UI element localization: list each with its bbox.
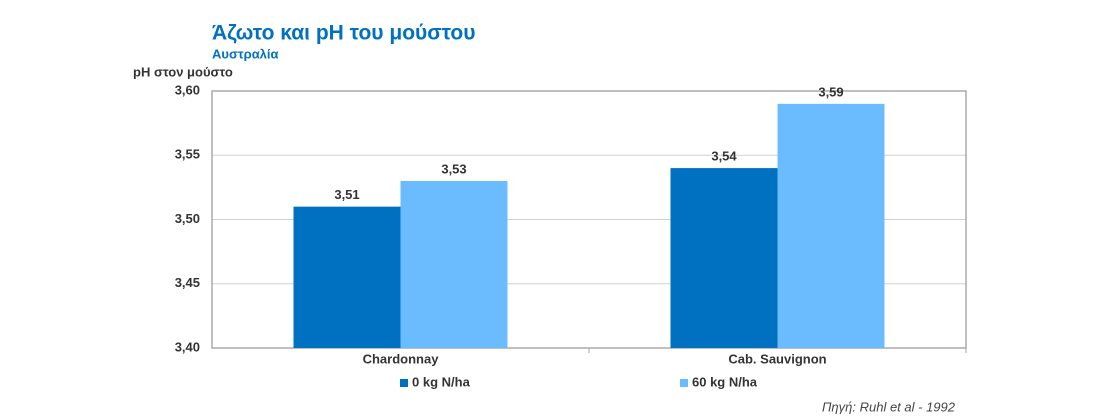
chart-title: Άζωτο και pH του μούστου bbox=[212, 22, 475, 45]
source-note: Πηγή: Ruhl et al - 1992 bbox=[822, 399, 956, 414]
y-axis-label: pH στον μούστο bbox=[133, 64, 233, 79]
y-tick-label: 3,45 bbox=[175, 275, 200, 290]
bar bbox=[293, 206, 401, 348]
y-tick-label: 3,40 bbox=[175, 339, 200, 354]
bar bbox=[777, 103, 885, 348]
value-label: 3,54 bbox=[711, 149, 737, 164]
y-tick-label: 3,60 bbox=[175, 82, 200, 97]
legend-swatch bbox=[400, 379, 408, 387]
bar bbox=[670, 168, 778, 348]
y-tick-label: 3,50 bbox=[175, 211, 200, 226]
x-tick-label: Cab. Sauvignon bbox=[728, 351, 826, 366]
x-tick-label: Chardonnay bbox=[363, 351, 440, 366]
legend-label: 60 kg N/ha bbox=[692, 374, 758, 389]
value-label: 3,59 bbox=[818, 84, 843, 99]
legend-swatch bbox=[680, 379, 688, 387]
chart-subtitle: Αυστραλία bbox=[212, 46, 279, 61]
y-tick-label: 3,55 bbox=[175, 147, 200, 162]
value-label: 3,53 bbox=[441, 161, 466, 176]
value-label: 3,51 bbox=[334, 187, 359, 202]
bar bbox=[400, 180, 508, 348]
legend-label: 0 kg N/ha bbox=[412, 374, 471, 389]
